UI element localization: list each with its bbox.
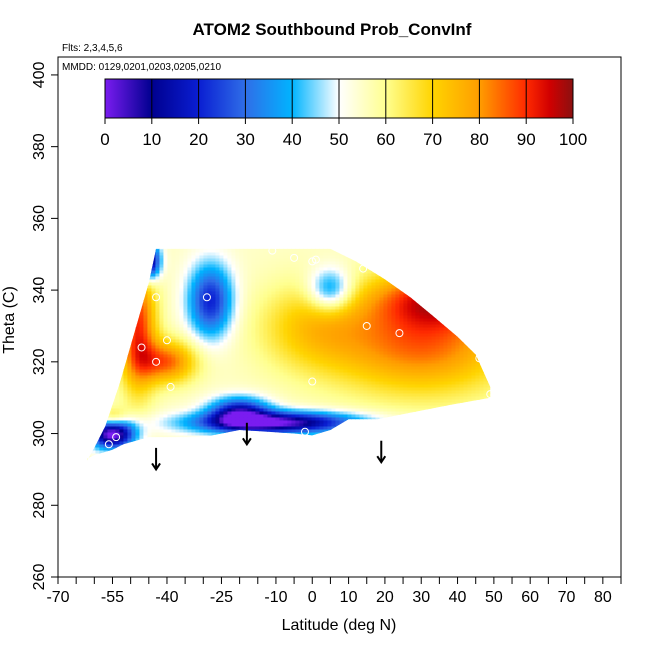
sample-point-1 — [152, 293, 161, 302]
colorbar-tick-label-0: 0 — [100, 130, 109, 149]
colorbar-tick-label-4: 40 — [283, 130, 302, 149]
y-tick-label-4: 340 — [31, 277, 48, 304]
sample-point-13 — [359, 264, 368, 273]
x-tick-label-1: -55 — [101, 589, 124, 606]
colorbar-tick-label-1: 10 — [142, 130, 161, 149]
sample-point-10 — [290, 253, 299, 262]
sample-point-19 — [475, 354, 484, 363]
sample-point-5 — [166, 382, 175, 391]
x-tick-label-9: 40 — [449, 589, 467, 606]
colorbar-tick-label-7: 70 — [423, 130, 442, 149]
x-tick-label-6: 10 — [340, 589, 358, 606]
sample-point-6 — [137, 343, 146, 352]
arrow-2 — [376, 440, 387, 465]
sample-points — [104, 246, 495, 449]
y-tick-label-6: 380 — [31, 133, 48, 160]
colorbar-tick-label-9: 90 — [517, 130, 536, 149]
x-tick-label-12: 70 — [558, 589, 576, 606]
x-axis-label: Latitude (deg N) — [282, 617, 397, 634]
colorbar-tick-label-3: 30 — [236, 130, 255, 149]
x-tick-label-0: -70 — [46, 589, 69, 606]
sample-point-18 — [486, 390, 495, 399]
colorbar: 0 10 20 30 40 50 60 70 80 90 100 — [100, 78, 587, 149]
x-tick-label-2: -40 — [155, 589, 178, 606]
colorbar-tick-label-10: 100 — [559, 130, 587, 149]
probability-field — [87, 248, 491, 461]
sample-point-8 — [104, 440, 113, 449]
x-tick-label-11: 60 — [521, 589, 539, 606]
sample-point-2 — [202, 293, 211, 302]
sample-point-3 — [162, 336, 171, 345]
y-tick-label-0: 260 — [31, 564, 48, 591]
x-axis: -70 -55 -40 -25 -10 0 10 20 30 40 50 60 70 80 — [46, 577, 622, 606]
sample-point-15 — [395, 329, 404, 338]
colorbar-tick-label-2: 20 — [189, 130, 208, 149]
x-tick-label-13: 80 — [594, 589, 612, 606]
sample-point-9 — [268, 246, 277, 255]
chart-title: ATOM2 Southbound Prob_ConvInf — [193, 20, 472, 39]
colorbar-tick-label-5: 50 — [330, 130, 349, 149]
y-axis-label: Theta (C) — [1, 286, 18, 354]
x-tick-label-10: 50 — [485, 589, 503, 606]
x-tick-label-4: -10 — [264, 589, 287, 606]
y-tick-label-5: 360 — [31, 205, 48, 232]
sample-point-7 — [112, 433, 121, 442]
sample-point-11 — [308, 257, 317, 266]
colorbar-tick-label-8: 80 — [470, 130, 489, 149]
sample-point-4 — [152, 357, 161, 366]
colorbar-tick-label-6: 60 — [376, 130, 395, 149]
sample-point-17 — [300, 427, 309, 436]
dates-label: MMDD: 0129,0201,0203,0205,0210 — [62, 62, 221, 73]
sample-point-16 — [308, 377, 317, 386]
x-tick-label-3: -25 — [210, 589, 233, 606]
y-tick-label-2: 300 — [31, 420, 48, 447]
y-tick-label-3: 320 — [31, 348, 48, 375]
plot-frame — [57, 56, 622, 578]
arrow-0 — [151, 447, 161, 472]
y-tick-label-7: 400 — [31, 61, 48, 88]
y-tick-label-1: 280 — [31, 492, 48, 519]
flights-label: Flts: 2,3,4,5,6 — [62, 43, 123, 54]
sample-point-14 — [362, 321, 371, 330]
y-axis: 260 280 300 320 340 360 380 400 — [31, 61, 58, 590]
x-tick-label-5: 0 — [308, 589, 317, 606]
sample-point-12 — [311, 255, 320, 264]
arrows — [151, 422, 387, 472]
x-tick-label-8: 30 — [412, 589, 430, 606]
x-tick-label-7: 20 — [376, 589, 394, 606]
sample-point-0 — [133, 264, 142, 273]
arrow-1 — [242, 422, 252, 447]
